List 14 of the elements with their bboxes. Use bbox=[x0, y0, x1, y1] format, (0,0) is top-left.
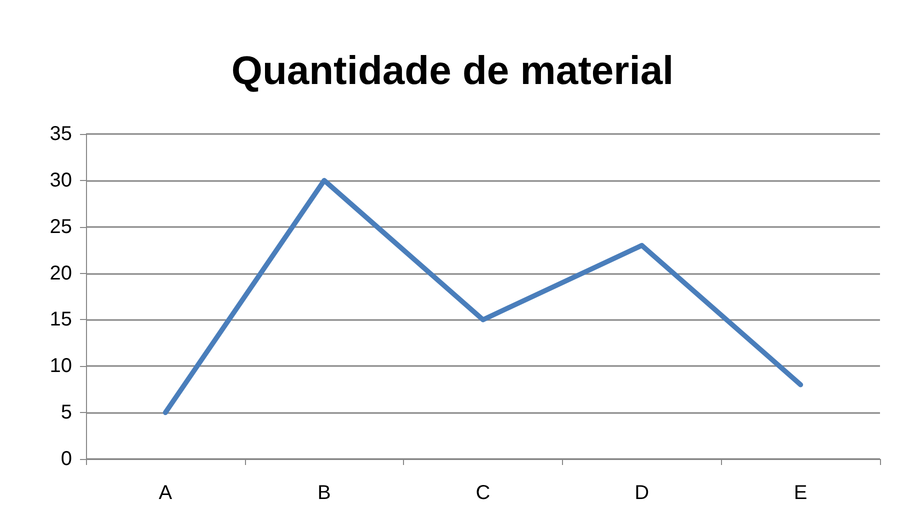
y-tick-label: 20 bbox=[50, 262, 72, 284]
y-tick-label: 10 bbox=[50, 355, 72, 378]
x-tick-label: D bbox=[634, 482, 650, 504]
x-tick-label: E bbox=[794, 482, 808, 504]
y-tick-label: 15 bbox=[50, 308, 72, 331]
chart-title: Quantidade de material bbox=[231, 49, 674, 93]
x-tick-label: B bbox=[318, 482, 331, 504]
y-tick-label: 5 bbox=[60, 402, 72, 424]
y-tick-label: 25 bbox=[50, 216, 72, 238]
y-tick-label: 0 bbox=[60, 448, 72, 470]
y-tick-label: 30 bbox=[50, 169, 72, 192]
y-tick-label: 35 bbox=[50, 123, 72, 145]
x-tick-label: A bbox=[158, 482, 173, 504]
x-tick-label: C bbox=[476, 482, 490, 504]
